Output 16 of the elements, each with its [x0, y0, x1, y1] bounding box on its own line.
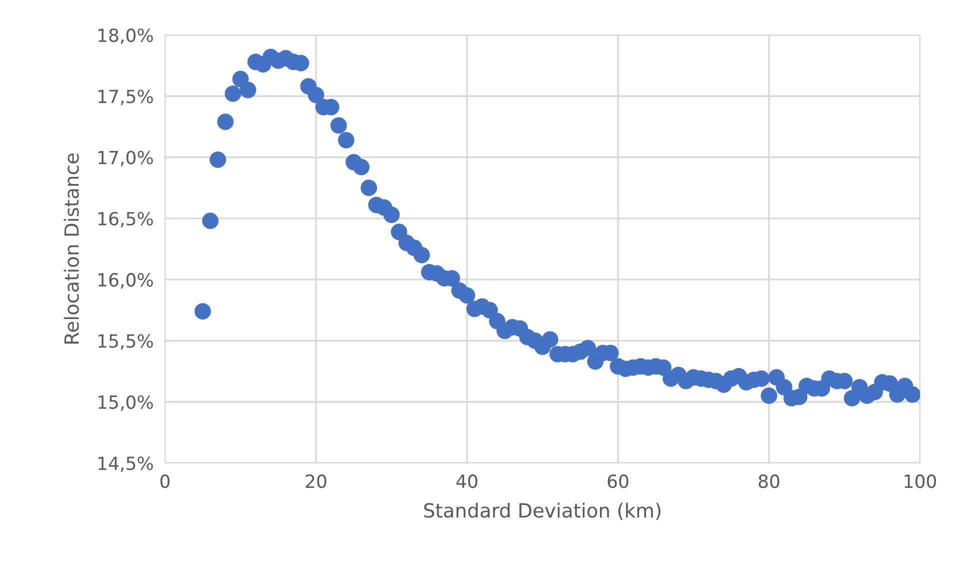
y-tick-label: 18,0%: [98, 28, 153, 44]
y-tick-label: 14,5%: [98, 456, 153, 472]
y-tick-label: 17,0%: [98, 150, 153, 166]
x-tick-label: 100: [904, 474, 936, 488]
x-tick-label: 60: [608, 474, 628, 488]
y-tick-label: 17,5%: [98, 90, 153, 106]
x-tick-label: 20: [306, 474, 326, 488]
y-tick-label: 15,5%: [98, 334, 153, 350]
y-tick-label: 15,0%: [98, 395, 153, 411]
y-tick-label: 16,0%: [98, 273, 153, 289]
x-tick-label: 40: [456, 474, 478, 488]
y-tick-label: 16,5%: [98, 212, 153, 228]
x-tick-label: 0: [160, 474, 170, 488]
x-tick-label: 80: [758, 474, 780, 488]
y-axis-title: Relocation Distance: [64, 154, 79, 344]
x-axis-title: Standard Deviation (km): [424, 502, 660, 520]
